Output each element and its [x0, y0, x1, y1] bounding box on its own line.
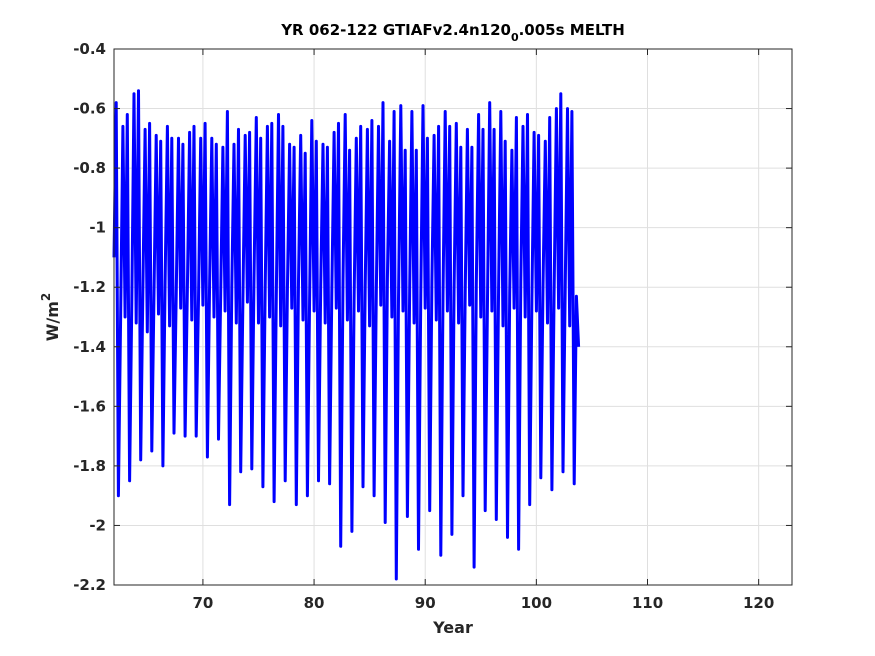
- series-layer: [112, 89, 581, 581]
- plot-frame: [113, 48, 793, 586]
- y-tick-label: -1.2: [73, 278, 106, 296]
- y-tick-labels: -2.2 -2 -1.8 -1.6 -1.4 -1.2 -1 -0.8 -0.6 -0.4: [73, 40, 106, 594]
- x-tick-label: 70: [192, 594, 213, 612]
- x-axis-title: Year: [432, 618, 473, 637]
- y-tick-label: -2: [89, 516, 106, 534]
- y-tick-label: -0.6: [73, 100, 106, 118]
- x-tick-label: 120: [743, 594, 774, 612]
- x-tick-labels: 70 80 90 100 110 120: [192, 594, 774, 612]
- y-axis-title-main: W/m: [43, 301, 62, 341]
- y-tick-label: -1: [89, 219, 106, 237]
- x-tick-label: 100: [521, 594, 552, 612]
- y-tick-label: -0.4: [73, 40, 106, 58]
- y-axis-title-superscript: 2: [39, 293, 53, 301]
- chart-title-suffix: .005s MELTH: [519, 21, 625, 39]
- chart-title-subscript: 0: [511, 31, 519, 44]
- y-tick-label: -1.4: [73, 338, 106, 356]
- y-axis-title: W/m2: [39, 293, 62, 342]
- x-tick-label: 80: [304, 594, 325, 612]
- x-tick-label: 110: [632, 594, 663, 612]
- chart-title-main: YR 062-122 GTIAFv2.4n120: [280, 21, 511, 39]
- series-line: [112, 89, 581, 581]
- y-tick-label: -0.8: [73, 159, 106, 177]
- y-tick-label: -2.2: [73, 576, 106, 594]
- chart-title: YR 062-122 GTIAFv2.4n1200.005s MELTH: [280, 21, 625, 44]
- y-tick-label: -1.6: [73, 397, 106, 415]
- tick-marks: [114, 48, 792, 586]
- x-tick-label: 90: [415, 594, 436, 612]
- y-tick-label: -1.8: [73, 457, 106, 475]
